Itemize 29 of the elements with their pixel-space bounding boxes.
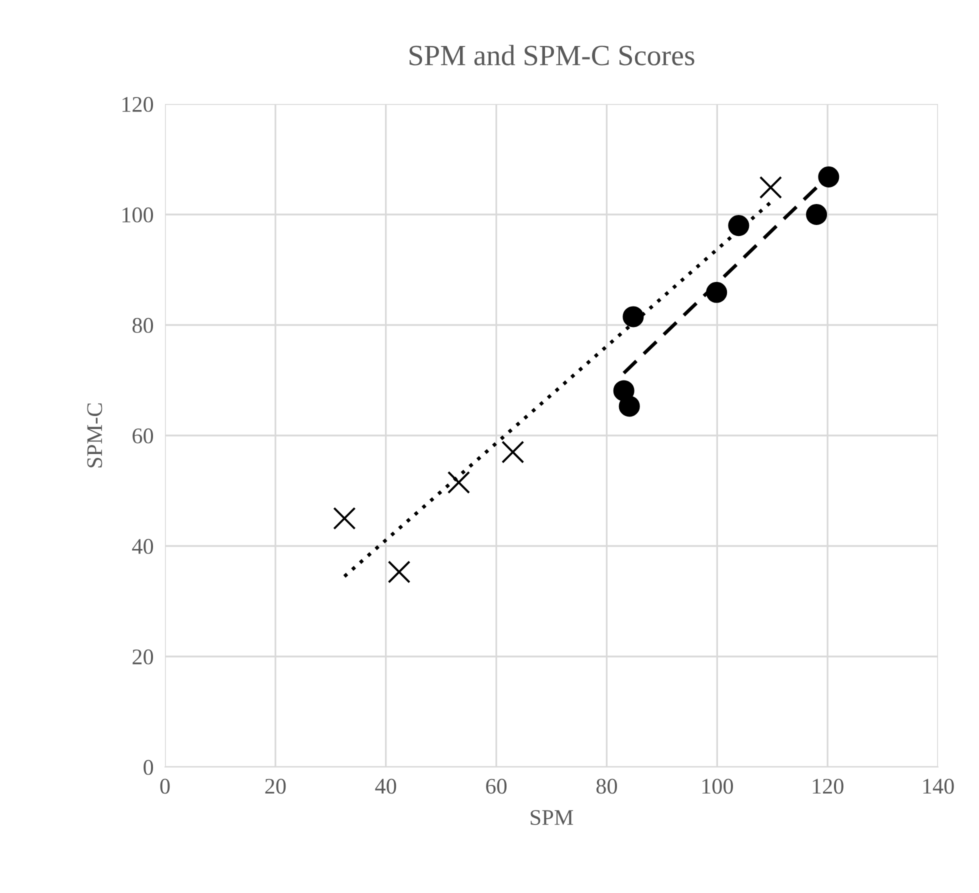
x-axis-title: SPM — [530, 810, 574, 826]
point — [388, 560, 410, 584]
point — [806, 204, 828, 226]
y-tick-label: 80 — [132, 318, 154, 333]
x-tick-label: 0 — [160, 778, 170, 794]
x-tick-label: 100 — [702, 778, 733, 794]
x-tick-label: 120 — [812, 778, 844, 794]
point — [759, 176, 782, 199]
y-tick-label: 0 — [144, 760, 154, 775]
chart-title: SPM and SPM-C Scores — [410, 44, 694, 66]
y-tick-label: 20 — [132, 649, 154, 664]
x-tick-label: 140 — [923, 778, 954, 794]
point — [706, 282, 728, 303]
point — [618, 396, 640, 417]
point — [728, 215, 750, 236]
y-tick-label: 40 — [132, 538, 154, 554]
point — [818, 166, 840, 188]
point — [333, 507, 356, 530]
point — [502, 440, 524, 464]
x-tick-label: 20 — [265, 778, 286, 794]
x-tick-label: 80 — [596, 778, 617, 794]
point — [622, 306, 644, 328]
y-tick-label: 100 — [122, 207, 154, 222]
point — [447, 471, 470, 494]
y-axis-title: SPM-C — [87, 403, 102, 468]
y-tick-label: 60 — [132, 428, 154, 444]
y-tick-label: 120 — [122, 96, 154, 112]
x-tick-label: 60 — [486, 778, 507, 794]
x-tick-label: 40 — [375, 778, 396, 794]
